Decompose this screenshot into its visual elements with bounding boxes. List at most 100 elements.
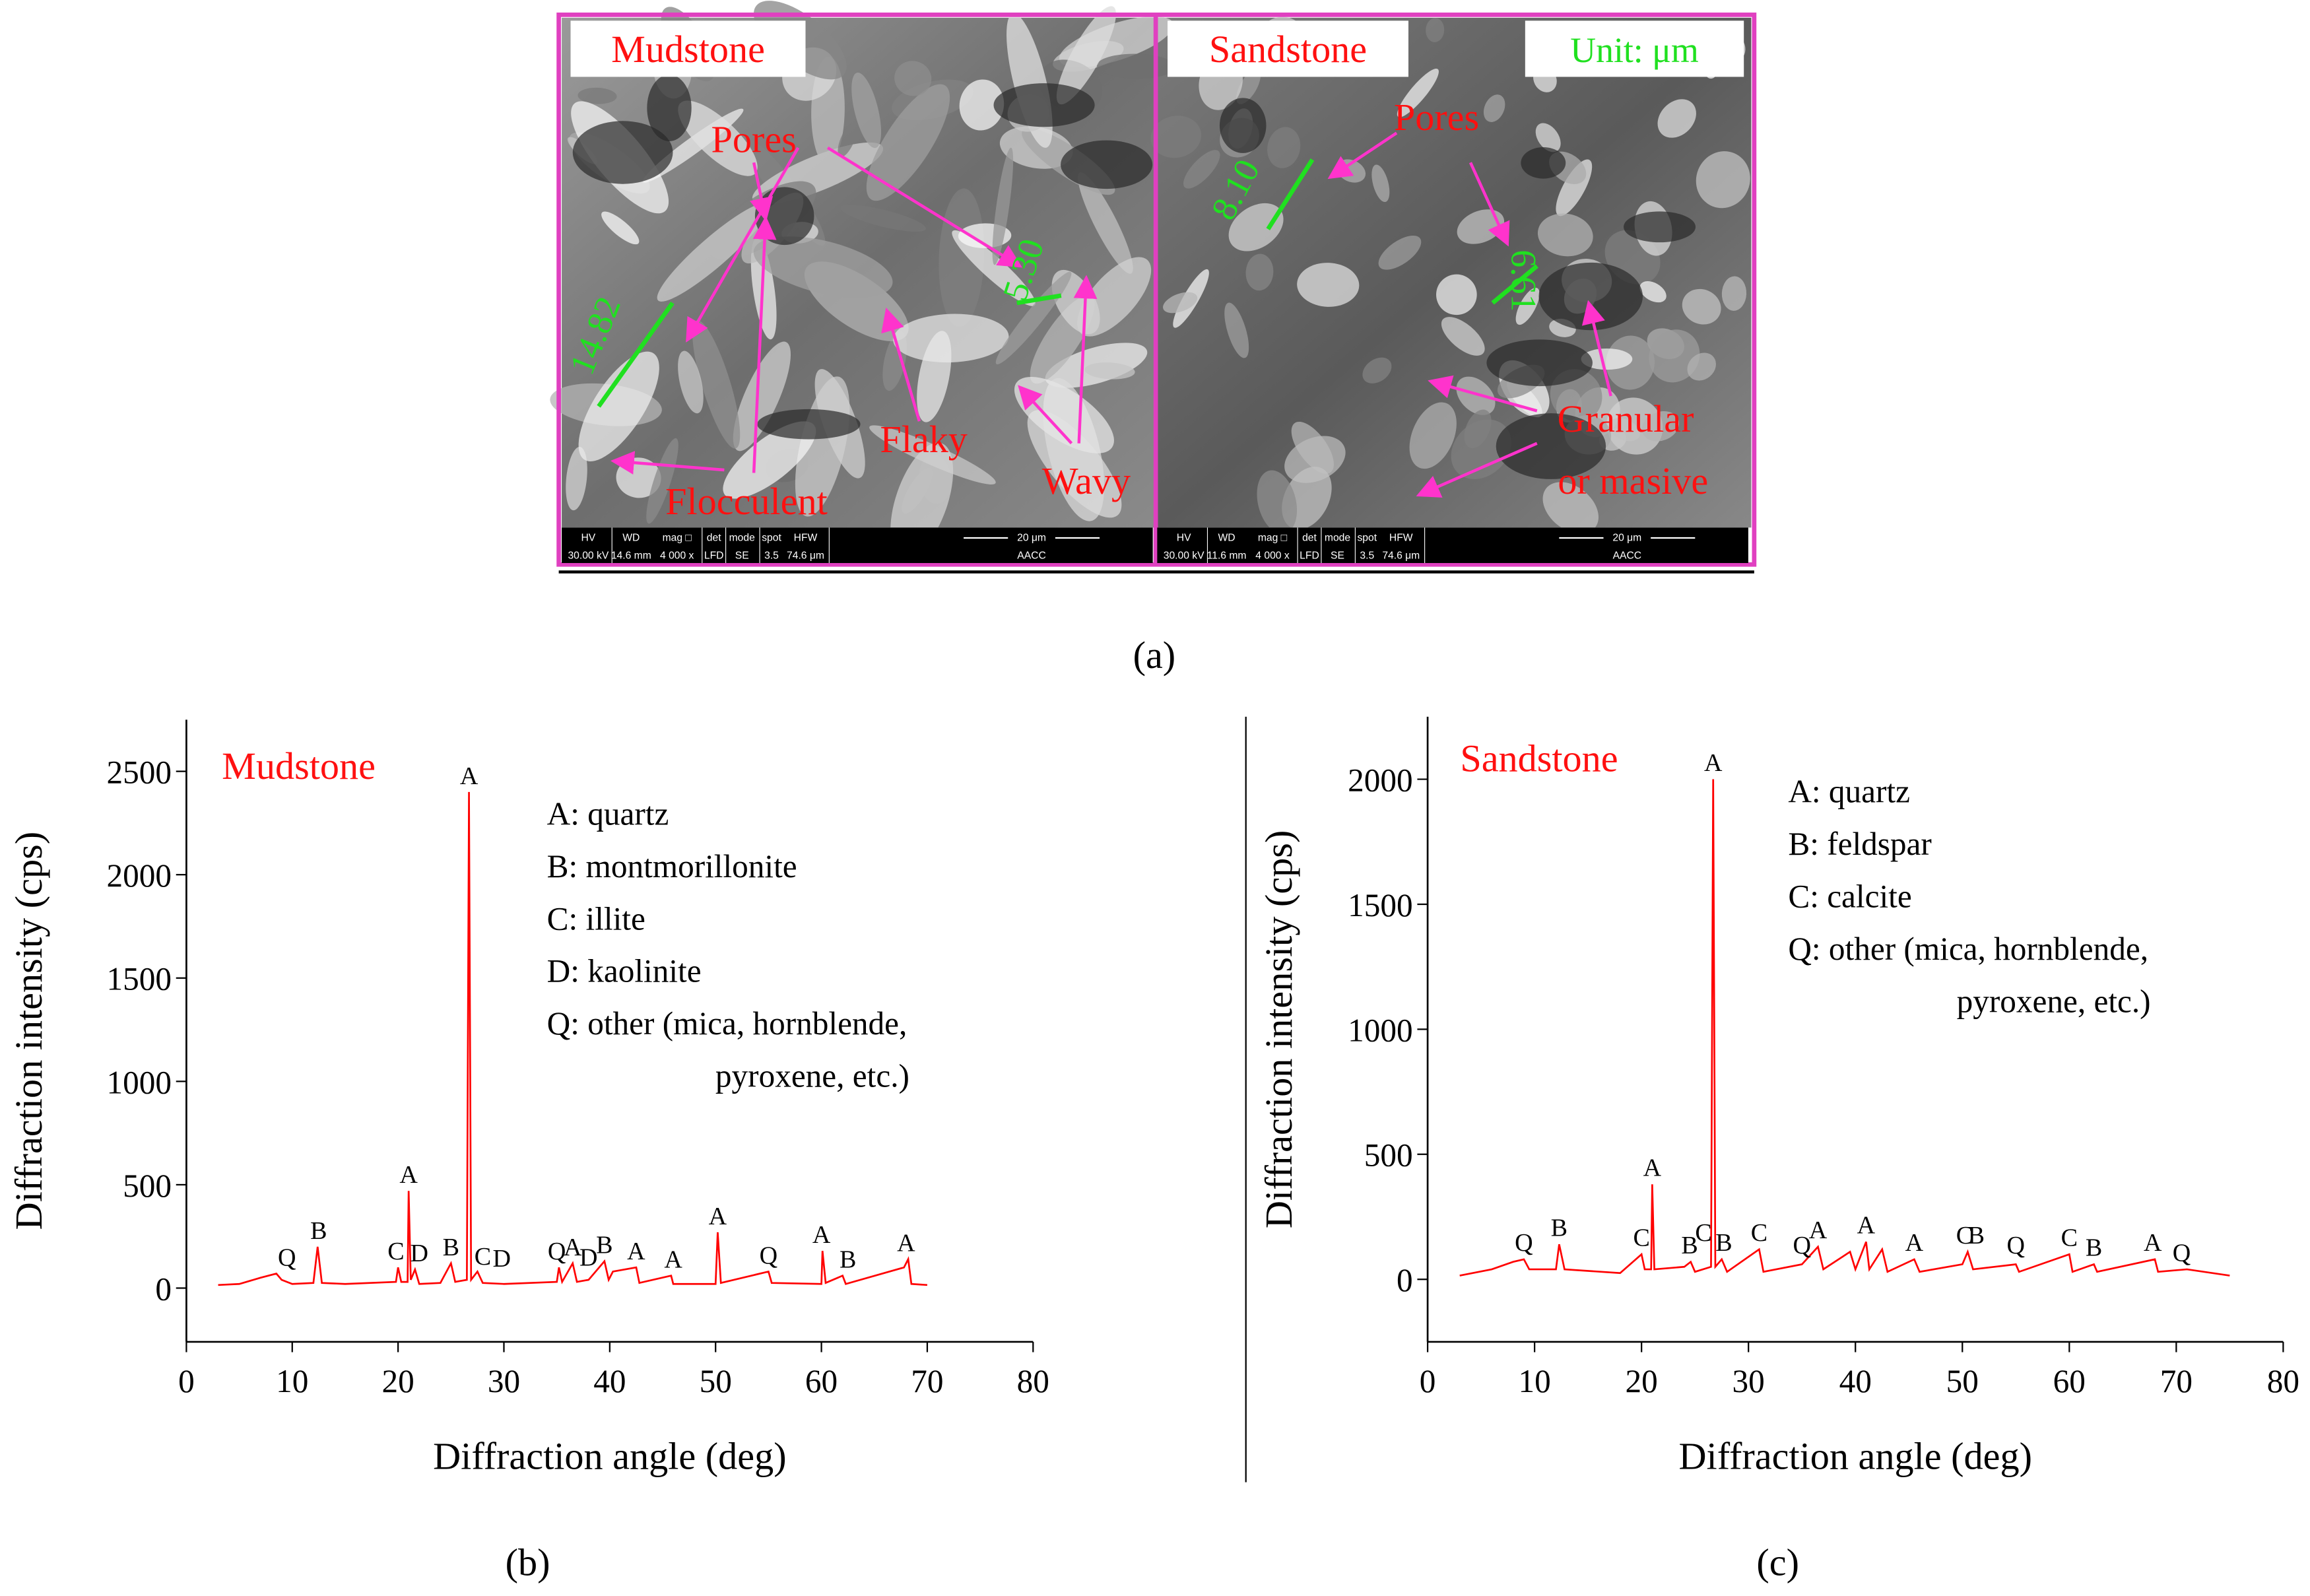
peak-label: Q [2173, 1239, 2191, 1267]
texture [753, 236, 893, 298]
peak-label: D [579, 1244, 597, 1271]
info-value: 30.00 kV [568, 550, 609, 561]
legend-note: D: kaolinite [547, 953, 702, 989]
x-tick-label: 50 [1946, 1363, 1979, 1399]
info-label: HFW [794, 532, 818, 543]
x-tick-label: 70 [2160, 1363, 2193, 1399]
measure-label: 6.61 [1504, 249, 1544, 312]
texture [1641, 411, 1679, 442]
texture [866, 84, 950, 201]
legend-note: B: feldspar [1788, 826, 1931, 862]
y-tick-label: 1000 [107, 1064, 172, 1100]
texture [1581, 348, 1633, 370]
texture [851, 72, 882, 149]
texture [678, 350, 704, 414]
pore [1061, 140, 1153, 189]
x-tick-label: 50 [700, 1363, 732, 1399]
texture [1515, 287, 1540, 325]
x-tick-label: 0 [178, 1363, 195, 1399]
texture [578, 351, 659, 461]
y-tick-label: 500 [123, 1168, 172, 1204]
info-label: mag □ [1258, 532, 1288, 543]
texture [1682, 288, 1721, 325]
texture [1378, 235, 1422, 270]
peak-label: C [2061, 1224, 2078, 1252]
x-tick-label: 30 [488, 1363, 520, 1399]
texture [1451, 419, 1511, 479]
peak-label: B [1681, 1232, 1698, 1259]
info-label: WD [1218, 532, 1236, 543]
pore [1624, 211, 1696, 243]
pore [1521, 147, 1566, 179]
pore [572, 121, 673, 184]
arrow [1416, 442, 1538, 498]
legend-note: C: calcite [1788, 879, 1911, 915]
texture [1649, 329, 1700, 383]
legend-note: C: illite [547, 900, 645, 937]
texture [723, 421, 816, 499]
info-value: 4 000 x [1255, 550, 1290, 561]
chart-title: Mudstone [222, 745, 376, 787]
y-axis-label: Diffraction intensity (cps) [7, 832, 50, 1230]
peak-label: Q [1793, 1232, 1810, 1259]
arrow [1581, 300, 1612, 397]
texture [1657, 99, 1696, 138]
chart-title: Sandstone [1460, 737, 1618, 780]
texture [578, 87, 617, 104]
peak-label: A [564, 1234, 582, 1261]
texture [1535, 123, 1561, 152]
texture [1371, 164, 1390, 203]
texture [1267, 127, 1301, 168]
pore [1219, 98, 1267, 153]
peak-label: B [1968, 1222, 1985, 1249]
arrow [881, 307, 921, 422]
texture [1409, 402, 1457, 469]
info-label: det [707, 532, 721, 543]
sem-title: Sandstone [1209, 28, 1367, 71]
texture [952, 230, 1036, 306]
peak-label: C [1751, 1219, 1767, 1247]
texture [1236, 69, 1261, 104]
panel-label: (b) [506, 1541, 550, 1584]
texture [1537, 213, 1593, 257]
texture [1456, 376, 1496, 415]
pore [757, 409, 861, 440]
info-value: 74.6 μm [1382, 550, 1420, 561]
texture [1436, 274, 1477, 316]
texture [566, 447, 587, 511]
peak-label: A [709, 1203, 727, 1230]
legend-note: B: montmorillonite [547, 848, 797, 884]
info-label: HFW [1389, 532, 1413, 543]
texture [692, 320, 741, 449]
info-label: mag □ [663, 532, 692, 543]
texture [1426, 18, 1445, 42]
peak-label: B [596, 1232, 612, 1259]
peak-label: Q [548, 1238, 566, 1265]
peak-label: A [1643, 1154, 1662, 1182]
peak-label: A [399, 1161, 418, 1189]
texture [1224, 302, 1249, 358]
arrow [1468, 162, 1510, 247]
arrow [686, 147, 800, 343]
pore [1538, 262, 1643, 331]
legend-note: pyroxene, etc.) [715, 1058, 909, 1094]
arrow [750, 162, 774, 222]
unit-box [1525, 20, 1744, 77]
texture [1721, 276, 1747, 311]
peak-label: D [410, 1240, 428, 1267]
texture [601, 211, 640, 245]
arrow [1327, 131, 1398, 180]
y-tick-label: 1500 [107, 961, 172, 997]
peak-label: Q [1515, 1229, 1533, 1257]
arrow [752, 215, 777, 473]
texture [992, 147, 1014, 265]
peak-label: Q [278, 1244, 296, 1271]
peak-label: Q [760, 1242, 777, 1269]
peak-label: A [1857, 1212, 1876, 1240]
y-tick-label: 2000 [1348, 762, 1413, 798]
peak-label: B [840, 1246, 856, 1274]
texture [1397, 68, 1439, 117]
peak-label: D [493, 1245, 511, 1273]
texture [733, 341, 791, 451]
texture [1608, 418, 1640, 442]
